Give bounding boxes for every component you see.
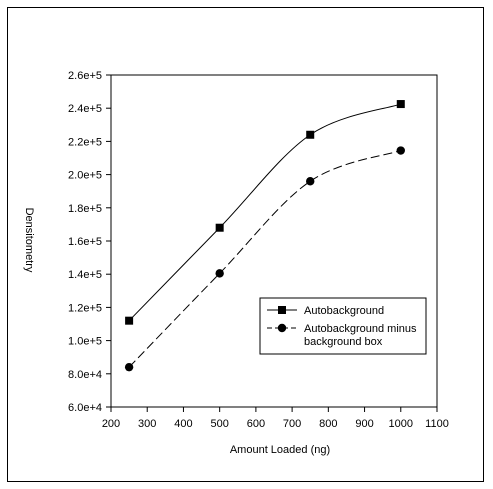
plot-area-border — [110, 74, 438, 408]
x-tick-label: 1100 — [425, 418, 449, 430]
y-tick-label: 6.0e+4 — [68, 402, 102, 414]
y-tick-label: 1.0e+5 — [68, 336, 102, 348]
legend-label-2: background box — [304, 336, 383, 348]
x-tick-label: 700 — [283, 418, 301, 430]
legend-marker-2 — [277, 323, 287, 333]
legend-marker-1 — [278, 306, 286, 314]
x-tick-label: 300 — [138, 418, 156, 430]
y-tick-label: 1.8e+5 — [68, 203, 102, 215]
x-tick-label: 400 — [174, 418, 192, 430]
x-tick-label: 900 — [355, 418, 373, 430]
x-tick-label: 800 — [319, 418, 337, 430]
y-tick-label: 2.4e+5 — [68, 103, 102, 115]
y-tick-label: 2.6e+5 — [68, 70, 102, 82]
y-tick-label: 2.0e+5 — [68, 170, 102, 182]
axes: 200 300 400 500 600 700 800 900 1000 1100 6.0e+4 8.… — [68, 70, 449, 430]
y-tick-label: 2.2e+5 — [68, 136, 102, 148]
series-1-point — [215, 223, 224, 232]
x-tick-label: 500 — [210, 418, 228, 430]
series-1-point — [396, 100, 405, 109]
x-tick-label: 600 — [247, 418, 265, 430]
y-axis-label: Densitometry — [23, 208, 35, 273]
series-group — [124, 100, 405, 372]
series-2-point — [124, 362, 134, 372]
series-1-point — [125, 316, 134, 325]
y-tick-label: 1.6e+5 — [68, 236, 102, 248]
y-tick-label: 8.0e+4 — [68, 369, 102, 381]
series-2-line — [128, 150, 401, 368]
legend-label-2: Autobackground minus — [304, 323, 417, 335]
x-tick-label: 1000 — [389, 418, 413, 430]
series-2 — [124, 146, 405, 372]
x-axis-label: Amount Loaded (ng) — [230, 444, 330, 456]
line-chart: 200 300 400 500 600 700 800 900 1000 1100 6.0e+4 8.… — [23, 70, 449, 456]
chart-frame: 200 300 400 500 600 700 800 900 1000 1100 6.0e+4 8.… — [7, 7, 484, 482]
legend-box — [259, 297, 427, 355]
x-tick-label: 200 — [102, 418, 120, 430]
series-2-point — [396, 146, 405, 155]
series-1-point — [306, 130, 315, 139]
legend: Autobackground Autobackground minusbackgr… — [259, 297, 427, 355]
series-1-line — [128, 103, 401, 322]
legend-label-1: Autobackground — [304, 305, 384, 317]
y-tick-label: 1.4e+5 — [68, 269, 102, 281]
series-2-point — [306, 177, 315, 186]
y-tick-label: 1.2e+5 — [68, 302, 102, 314]
series-2-point — [215, 269, 224, 278]
series-1 — [125, 100, 405, 325]
